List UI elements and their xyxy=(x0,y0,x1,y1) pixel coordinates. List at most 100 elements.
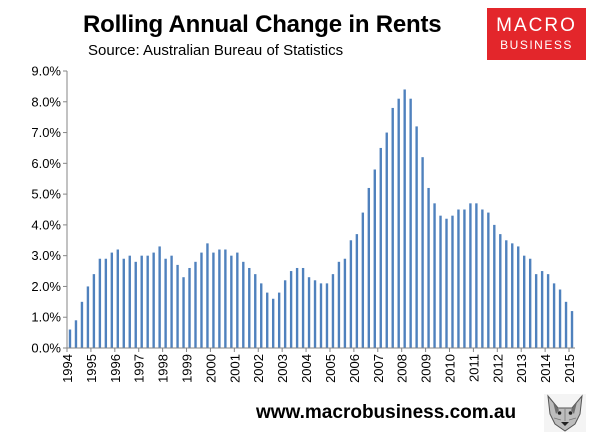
x-tick-label: 2014 xyxy=(538,354,553,383)
data-bar xyxy=(528,258,532,348)
x-axis-ticks: 1994 1995 1996 1997 1998 1999 2000 2001 2002 2003… xyxy=(60,348,577,383)
data-bar xyxy=(361,212,365,348)
data-bar xyxy=(248,267,251,348)
data-bar xyxy=(415,126,418,349)
data-bar xyxy=(499,234,502,348)
data-bar xyxy=(128,255,131,348)
x-tick-label: 1998 xyxy=(156,354,171,383)
data-bar xyxy=(289,271,293,348)
data-bar xyxy=(385,132,388,348)
y-tick-label: 1.0% xyxy=(31,310,61,325)
data-bar xyxy=(487,212,490,348)
data-bar xyxy=(523,255,526,348)
x-tick-label: 2011 xyxy=(466,354,481,382)
data-bar xyxy=(427,187,430,348)
data-bar xyxy=(266,292,269,348)
x-tick-label: 2009 xyxy=(419,354,434,383)
x-tick-label: 2003 xyxy=(275,354,290,383)
data-bar xyxy=(116,249,119,348)
data-bar xyxy=(433,203,436,348)
data-bar xyxy=(379,147,382,348)
logo-line-macro: MACRO xyxy=(496,15,577,36)
data-bar xyxy=(218,249,221,348)
data-bar xyxy=(505,240,508,348)
data-bar xyxy=(463,209,466,348)
data-bar xyxy=(206,243,209,348)
data-bar xyxy=(271,298,275,348)
data-bar xyxy=(134,261,137,348)
data-bar xyxy=(122,258,125,348)
data-bar xyxy=(481,209,484,348)
data-bar xyxy=(140,255,143,348)
data-bar xyxy=(475,203,478,348)
data-bar xyxy=(349,240,353,348)
x-tick-label: 2002 xyxy=(251,354,266,383)
x-tick-label: 1994 xyxy=(60,354,75,383)
x-tick-label: 2004 xyxy=(299,354,314,383)
data-bar xyxy=(391,107,394,349)
data-bar xyxy=(511,243,514,348)
data-bar xyxy=(343,258,347,348)
x-tick-label: 1995 xyxy=(84,354,99,383)
y-tick-label: 6.0% xyxy=(31,156,61,171)
data-bar xyxy=(212,252,215,348)
data-bar xyxy=(146,255,149,348)
data-bar xyxy=(170,255,173,348)
chart-subtitle: Source: Australian Bureau of Statistics xyxy=(88,42,344,59)
y-axis-ticks: 0.0% 1.0% 2.0% 3.0% 4.0% 5.0% 6.0% 7.0% 8.0% 9.0% xyxy=(31,64,67,356)
data-bar xyxy=(331,274,335,348)
data-bar xyxy=(110,252,114,348)
data-bar xyxy=(319,283,323,348)
data-bar xyxy=(164,258,167,348)
data-bar xyxy=(301,267,305,348)
x-tick-label: 2001 xyxy=(227,354,242,383)
data-bar xyxy=(367,187,371,348)
data-bar xyxy=(230,255,233,348)
data-bar xyxy=(546,274,550,348)
data-bar xyxy=(104,258,108,348)
data-bar xyxy=(74,320,78,348)
y-tick-label: 9.0% xyxy=(31,64,61,79)
data-bar xyxy=(152,252,155,348)
data-bar xyxy=(188,267,191,348)
y-tick-label: 7.0% xyxy=(31,125,61,140)
data-bar xyxy=(540,271,544,348)
y-tick-label: 5.0% xyxy=(31,187,61,202)
data-bar xyxy=(439,215,442,348)
x-tick-label: 1999 xyxy=(180,354,195,383)
data-bar xyxy=(68,329,72,348)
data-bar xyxy=(373,169,376,348)
data-bar xyxy=(337,261,341,348)
data-bar xyxy=(397,98,400,348)
bar-series xyxy=(68,89,574,349)
data-bar xyxy=(403,89,406,348)
data-bar xyxy=(260,283,263,348)
y-tick-label: 2.0% xyxy=(31,279,61,294)
website-url: www.macrobusiness.com.au xyxy=(256,402,517,423)
chart-title: Rolling Annual Change in Rents xyxy=(83,11,442,38)
data-bar xyxy=(242,261,245,348)
data-bar xyxy=(200,252,203,348)
x-tick-label: 2006 xyxy=(347,354,362,383)
x-tick-label: 2010 xyxy=(442,354,457,383)
y-tick-label: 4.0% xyxy=(31,217,61,232)
x-tick-label: 2008 xyxy=(395,354,410,383)
wolf-head-icon xyxy=(544,394,586,432)
data-bar xyxy=(493,224,496,348)
data-bar xyxy=(325,283,329,348)
data-bar xyxy=(92,274,96,348)
data-bar xyxy=(224,249,227,348)
data-bar xyxy=(457,209,460,348)
data-bar xyxy=(552,283,556,348)
x-tick-label: 2015 xyxy=(562,354,577,383)
data-bar xyxy=(517,246,520,348)
y-tick-label: 8.0% xyxy=(31,94,61,109)
data-bar xyxy=(176,264,179,348)
data-bar xyxy=(451,215,454,348)
x-tick-label: 1997 xyxy=(132,354,147,383)
data-bar xyxy=(158,246,161,348)
x-tick-label: 2005 xyxy=(323,354,338,383)
y-tick-label: 0.0% xyxy=(31,341,61,356)
data-bar xyxy=(558,289,562,348)
y-tick-label: 3.0% xyxy=(31,248,61,263)
